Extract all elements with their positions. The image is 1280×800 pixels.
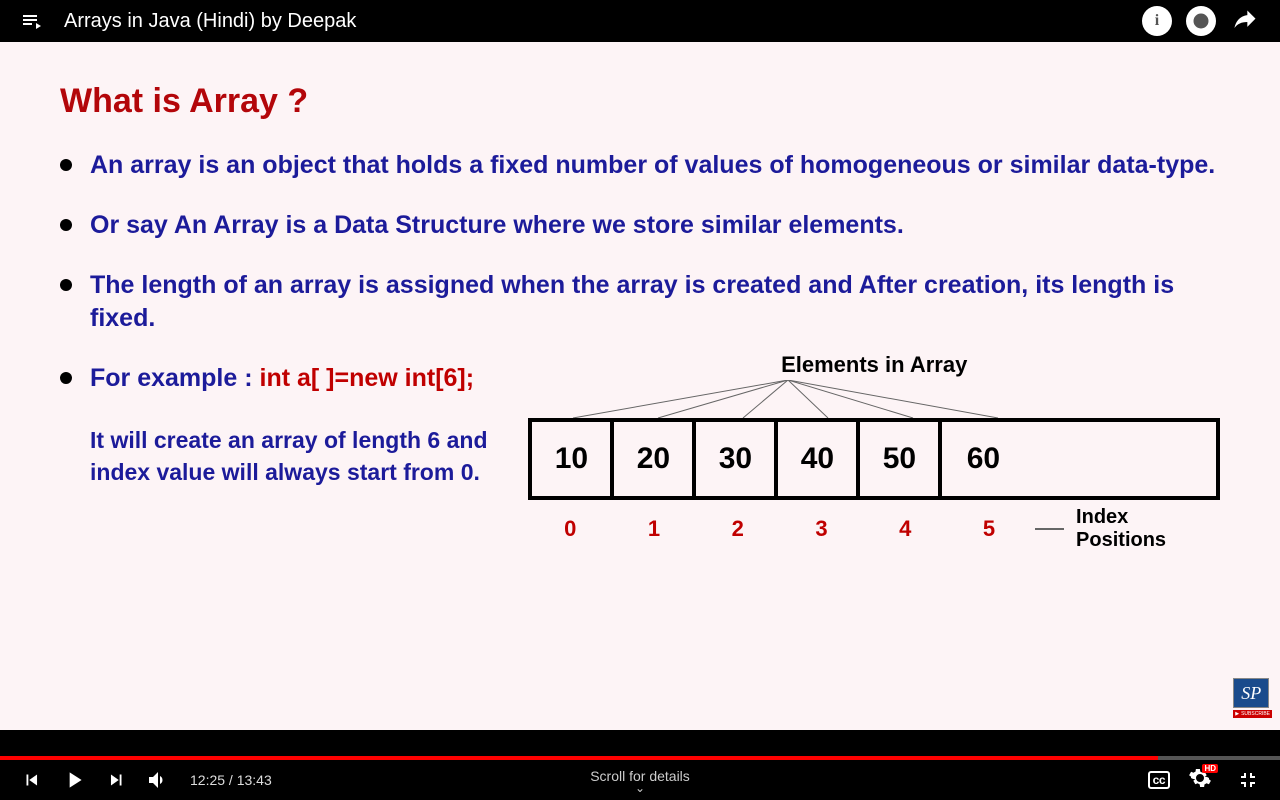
bullet-dot-icon — [60, 159, 72, 171]
index-cell: 5 — [947, 516, 1031, 542]
example-text: For example : int a[ ]=new int[6]; — [90, 362, 474, 396]
current-time: 12:25 — [190, 772, 225, 788]
array-cell: 30 — [696, 422, 778, 496]
index-cell: 0 — [528, 516, 612, 542]
info-icon[interactable]: i — [1142, 6, 1172, 36]
example-code: int a[ ]=new int[6]; — [260, 364, 475, 392]
top-right-controls: i — [1142, 6, 1260, 36]
player-controls: 12:25 / 13:43 Scroll for details ⌄ cc HD — [0, 760, 1280, 800]
scroll-for-details[interactable]: Scroll for details ⌄ — [590, 768, 690, 792]
index-line — [1035, 528, 1064, 530]
index-cell: 2 — [696, 516, 780, 542]
array-cells: 10 20 30 40 50 60 — [528, 418, 1220, 500]
array-cell: 10 — [532, 422, 614, 496]
bullet-item: The length of an array is assigned when … — [60, 269, 1220, 337]
index-cell: 4 — [863, 516, 947, 542]
subtitles-button[interactable]: cc — [1148, 771, 1170, 789]
duration: 13:43 — [237, 772, 272, 788]
video-top-bar: Arrays in Java (Hindi) by Deepak i — [0, 0, 1280, 42]
playlist-icon[interactable] — [20, 9, 44, 33]
controls-right: cc HD — [1148, 762, 1266, 798]
bullet-text: An array is an object that holds a fixed… — [90, 149, 1215, 183]
chevron-down-icon: ⌄ — [590, 784, 690, 792]
channel-logo: SP ▶ SUBSCRIBE — [1233, 678, 1272, 718]
share-icon[interactable] — [1230, 6, 1260, 36]
bullet-item: Or say An Array is a Data Structure wher… — [60, 209, 1220, 243]
example-description: It will create an array of length 6 and … — [90, 424, 498, 488]
pointer-lines — [528, 380, 1220, 418]
array-cell: 40 — [778, 422, 860, 496]
array-diagram: Elements in Array 10 20 30 40 50 60 — [528, 352, 1220, 552]
index-positions-label: Index Positions — [1076, 506, 1220, 552]
example-left: For example : int a[ ]=new int[6]; It wi… — [60, 362, 498, 488]
example-row: For example : int a[ ]=new int[6]; It wi… — [60, 362, 1220, 552]
index-cell: 1 — [612, 516, 696, 542]
bullet-dot-icon — [60, 219, 72, 231]
index-cell: 3 — [780, 516, 864, 542]
bullet-text: The length of an array is assigned when … — [90, 269, 1220, 337]
bullet-item: An array is an object that holds a fixed… — [60, 149, 1220, 183]
volume-button[interactable] — [140, 762, 176, 798]
exit-fullscreen-button[interactable] — [1230, 762, 1266, 798]
index-row: 0 1 2 3 4 5 Index Positions — [528, 506, 1220, 552]
next-button[interactable] — [98, 762, 134, 798]
array-cell: 50 — [860, 422, 942, 496]
slide-content: What is Array ? An array is an object th… — [0, 42, 1280, 730]
previous-button[interactable] — [14, 762, 50, 798]
settings-button[interactable]: HD — [1188, 766, 1212, 795]
bullet-text: Or say An Array is a Data Structure wher… — [90, 209, 904, 243]
elements-label: Elements in Array — [528, 352, 1220, 378]
slide-title: What is Array ? — [60, 82, 1220, 121]
video-title: Arrays in Java (Hindi) by Deepak — [64, 10, 1142, 33]
play-button[interactable] — [56, 762, 92, 798]
bullet-dot-icon — [60, 372, 72, 384]
watch-later-icon[interactable] — [1186, 6, 1216, 36]
time-display: 12:25 / 13:43 — [190, 772, 272, 788]
bullet-dot-icon — [60, 279, 72, 291]
array-cell: 20 — [614, 422, 696, 496]
hd-badge: HD — [1202, 764, 1218, 773]
subscribe-badge: ▶ SUBSCRIBE — [1233, 710, 1272, 718]
logo-text: SP — [1233, 678, 1269, 708]
array-cell: 60 — [942, 422, 1024, 496]
example-prefix: For example : — [90, 364, 260, 392]
